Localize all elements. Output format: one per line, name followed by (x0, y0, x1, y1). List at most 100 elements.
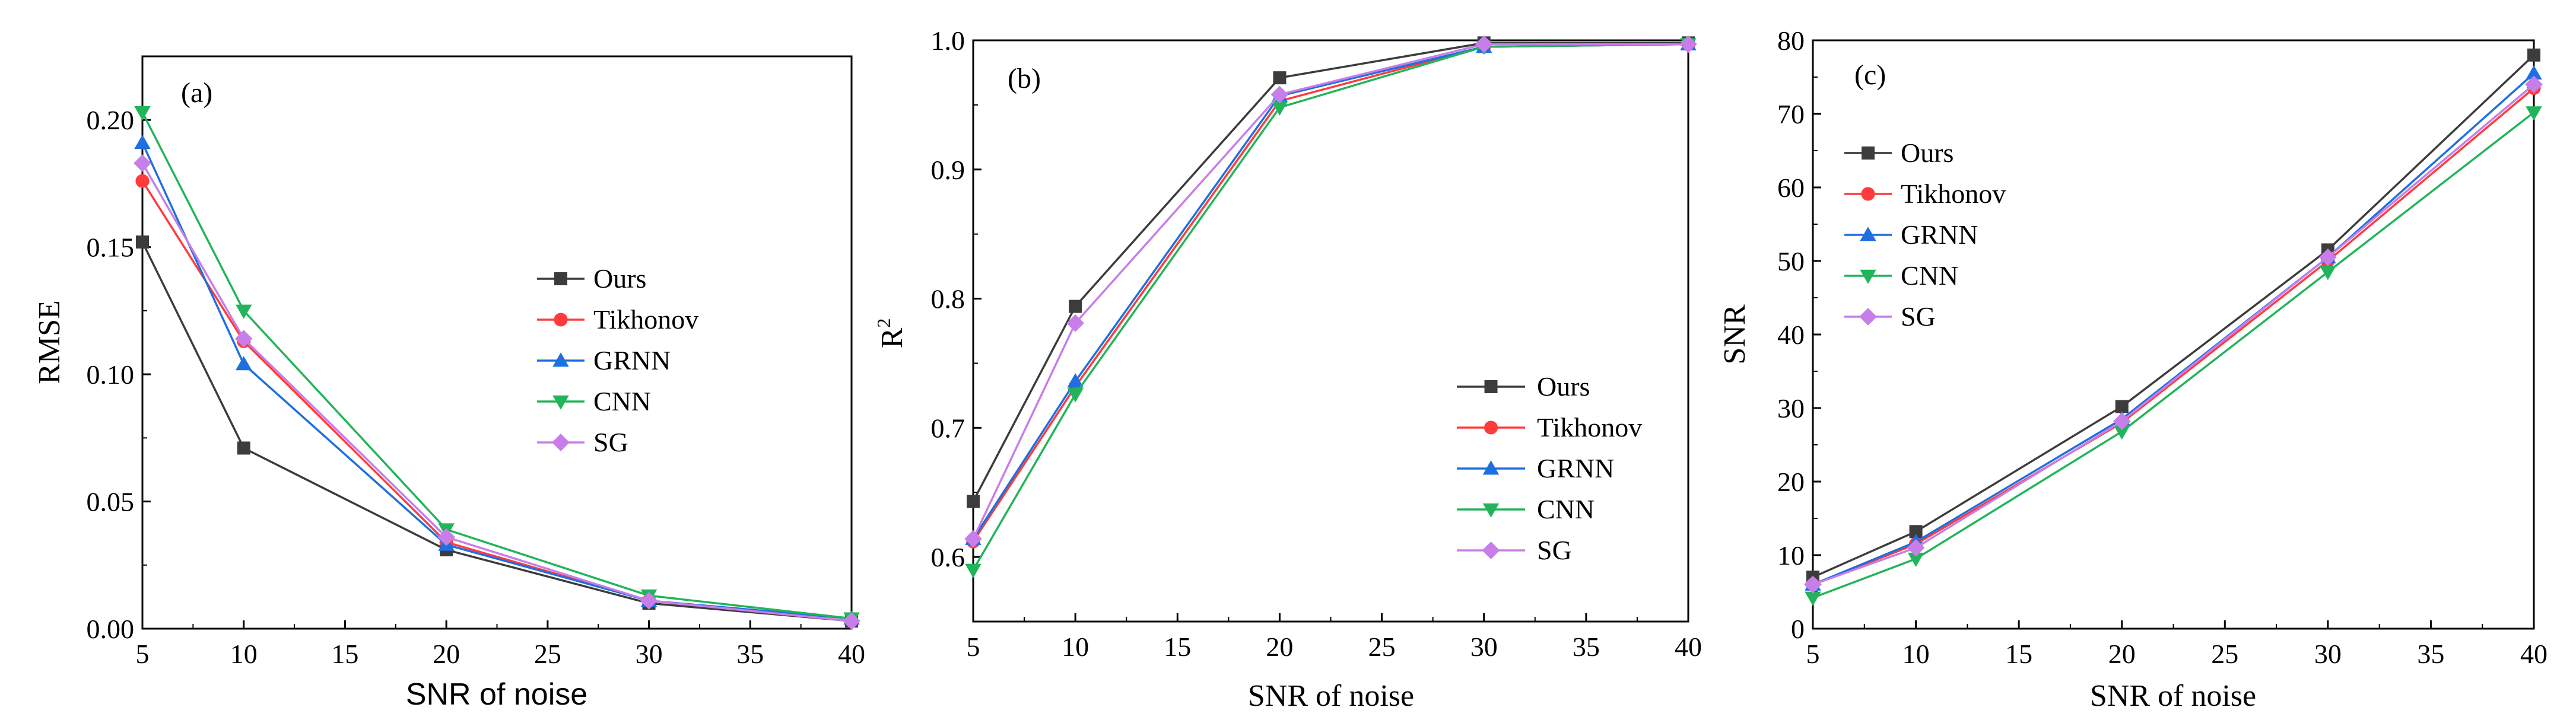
x-tick-label: 25 (1368, 632, 1396, 662)
legend-entry: Ours (593, 263, 646, 294)
diamond-marker (2113, 412, 2131, 431)
legend-entry: SG (1537, 535, 1572, 565)
square-marker (2115, 400, 2129, 413)
legend-entry: Tikhonov (1901, 179, 2006, 209)
y-ticks-a (142, 119, 151, 630)
legend-a: Ours Tikhonov GRNN CNN SG (537, 263, 698, 457)
y-tick-label: 60 (1777, 173, 1805, 203)
triangle-down-marker (1860, 269, 1876, 284)
x-tick-label: 10 (230, 639, 258, 669)
x-tick-label: 5 (967, 632, 980, 662)
y-tick-labels-c: 0 10 20 30 40 50 60 70 80 (1777, 26, 1805, 644)
legend-label: SG (593, 427, 628, 457)
circle-marker (1861, 187, 1875, 201)
y-tick-label: 0.6 (931, 542, 965, 572)
x-ticks-b (972, 613, 1689, 622)
x-tick-label: 30 (636, 639, 663, 669)
y-axis-title-a: RMSE (33, 300, 66, 384)
triangle-down-marker (2113, 425, 2130, 440)
square-marker (554, 272, 567, 285)
series-line-sg (141, 163, 852, 622)
y-tick-labels-a: 0.00 0.05 0.10 0.15 0.20 (87, 105, 135, 644)
y-tick-label: 0.7 (931, 413, 965, 443)
x-tick-label: 15 (331, 639, 358, 669)
legend-entry: CNN (593, 386, 651, 416)
legend-label: Ours (593, 263, 646, 294)
legend-label: GRNN (1537, 453, 1614, 483)
y-tick-label: 0.05 (87, 487, 135, 517)
x-tick-label: 35 (1573, 632, 1600, 662)
legend-label: Ours (1537, 371, 1590, 402)
x-tick-label: 25 (2211, 639, 2238, 669)
square-marker (1484, 380, 1498, 393)
circle-marker (554, 313, 568, 327)
legend-label: Tikhonov (1537, 412, 1642, 442)
x-tick-label: 5 (136, 639, 150, 669)
panel-b: 5 10 15 20 25 30 35 40 0.6 0.7 0.8 0.9 1… (873, 26, 1702, 713)
triangle-down-marker (2526, 106, 2542, 121)
x-tick-labels-b: 5 10 15 20 25 30 35 40 (967, 632, 1702, 662)
triangle-down-marker (965, 563, 982, 578)
x-tick-label: 40 (1675, 632, 1702, 662)
x-tick-label: 15 (1164, 632, 1191, 662)
square-marker (967, 495, 980, 508)
series-layer-b (964, 35, 1697, 578)
diamond-marker (1859, 308, 1877, 326)
x-tick-label: 30 (2314, 639, 2342, 669)
legend-entry: Ours (1901, 138, 1954, 168)
x-tick-label: 5 (1806, 639, 1820, 669)
legend-marks (1844, 146, 1892, 326)
legend-label: Ours (1901, 138, 1954, 168)
panel-c: 5 10 15 20 25 30 35 40 0 10 20 30 40 50 … (1718, 26, 2548, 713)
legend-entry: GRNN (1537, 453, 1614, 483)
y-tick-label: 1.0 (931, 26, 965, 56)
triangle-up-marker (552, 352, 569, 367)
x-tick-label: 20 (433, 639, 460, 669)
legend-label: CNN (1901, 260, 1958, 291)
y-tick-labels-b: 0.6 0.7 0.8 0.9 1.0 (931, 26, 965, 572)
y-ticks-c (1813, 39, 1821, 630)
diamond-marker (843, 612, 860, 630)
legend-label: GRNN (1901, 219, 1978, 250)
x-ticks-c (1812, 620, 2535, 629)
diamond-marker (2525, 75, 2543, 94)
diamond-marker (640, 591, 658, 610)
series-layer-c (1804, 48, 2543, 606)
plot-frame-b (972, 39, 1689, 623)
legend-entry: Tikhonov (1537, 412, 1642, 442)
panel-label-b: (b) (1008, 63, 1041, 94)
triangle-up-marker (1067, 373, 1084, 388)
triangle-up-marker (2526, 65, 2542, 80)
legend-c: Ours Tikhonov GRNN CNN SG (1844, 138, 2006, 332)
x-tick-label: 40 (838, 639, 865, 669)
square-marker (237, 441, 250, 455)
x-axis-title-b: SNR of noise (1248, 679, 1414, 713)
y-axis-title-b: R2 (873, 318, 909, 349)
legend-label: Tikhonov (593, 304, 698, 334)
panel-a: 5 10 15 20 25 30 35 40 0.00 0.05 0.10 0.… (33, 55, 865, 712)
square-marker (1273, 71, 1287, 85)
series-layer-a (134, 106, 860, 630)
legend-label: SG (1537, 535, 1572, 565)
x-tick-label: 20 (2108, 639, 2136, 669)
diamond-marker (437, 528, 455, 546)
diamond-marker (1679, 35, 1697, 53)
x-tick-label: 15 (2005, 639, 2032, 669)
y-tick-label: 0.20 (87, 105, 135, 135)
y-tick-label: 30 (1777, 393, 1805, 423)
legend-marks (537, 272, 585, 451)
x-tick-label: 20 (1266, 632, 1293, 662)
y-axis-title-superscript: 2 (873, 318, 894, 328)
y-tick-label: 0.15 (87, 232, 135, 263)
legend-label: GRNN (593, 345, 671, 375)
y-axis-title-base: R (875, 327, 909, 348)
triangle-down-marker (134, 106, 151, 121)
triangle-down-marker (1067, 388, 1084, 403)
x-axis-title-c: SNR of noise (2090, 679, 2256, 713)
legend-label: SG (1901, 301, 1936, 332)
legend-entry: CNN (1901, 260, 1958, 291)
triangle-up-marker (1482, 460, 1500, 475)
legend-label: CNN (593, 386, 651, 416)
legend-marks (1457, 380, 1525, 559)
